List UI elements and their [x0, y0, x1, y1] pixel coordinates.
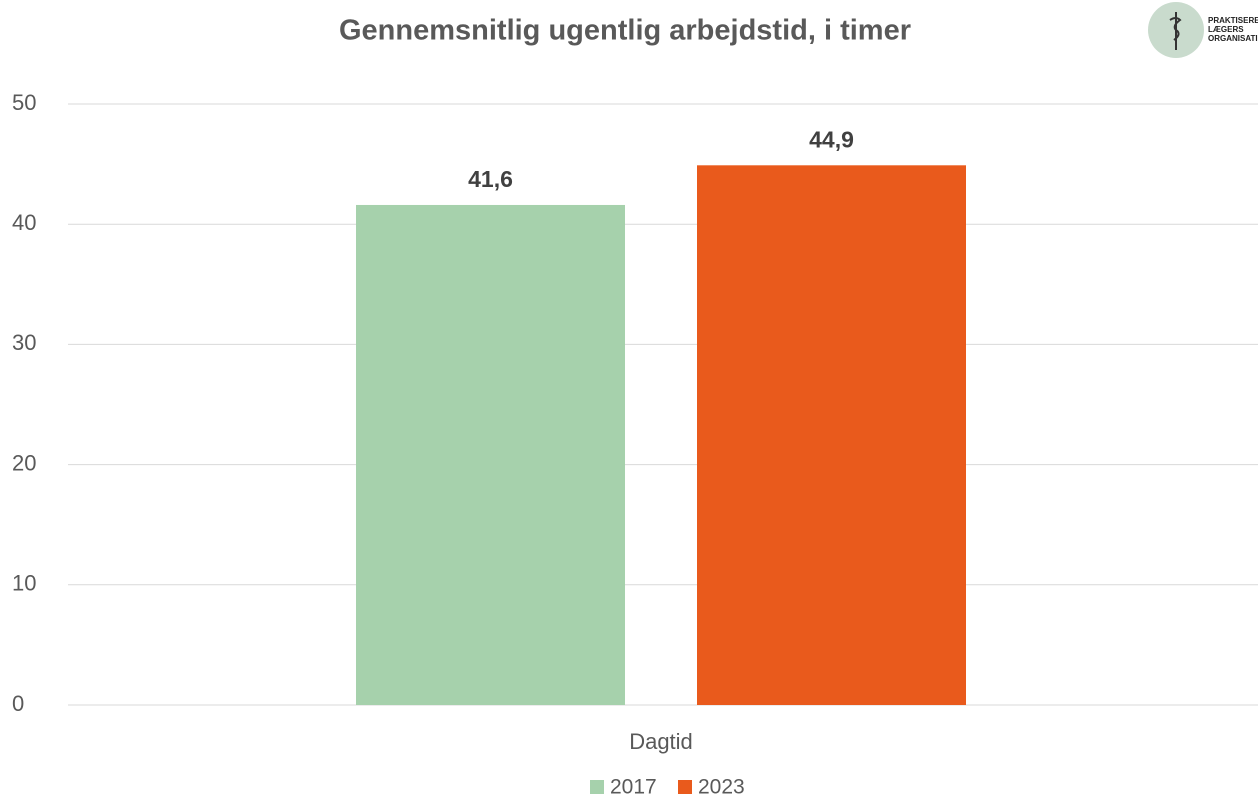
legend-swatch	[590, 780, 604, 794]
logo-text: LÆGERS	[1208, 25, 1244, 34]
y-tick-label: 20	[12, 450, 36, 475]
data-label: 41,6	[468, 166, 513, 192]
chart-title: Gennemsnitlig ugentlig arbejdstid, i tim…	[339, 15, 911, 47]
logo-text: ORGANISATION	[1208, 34, 1258, 43]
legend-swatch	[678, 780, 692, 794]
bar	[697, 165, 966, 705]
y-tick-label: 10	[12, 571, 36, 596]
legend-label: 2023	[698, 776, 745, 797]
logo	[1148, 2, 1204, 58]
y-tick-label: 0	[12, 691, 24, 716]
y-tick-label: 40	[12, 210, 36, 235]
data-label: 44,9	[809, 126, 854, 152]
logo-text: PRAKTISERENDE	[1208, 16, 1258, 25]
y-tick-label: 50	[12, 90, 36, 115]
y-tick-label: 30	[12, 330, 36, 355]
x-tick-label: Dagtid	[629, 729, 693, 754]
legend-label: 2017	[610, 776, 657, 797]
bar	[356, 204, 625, 705]
logo-symbol	[1169, 12, 1182, 50]
